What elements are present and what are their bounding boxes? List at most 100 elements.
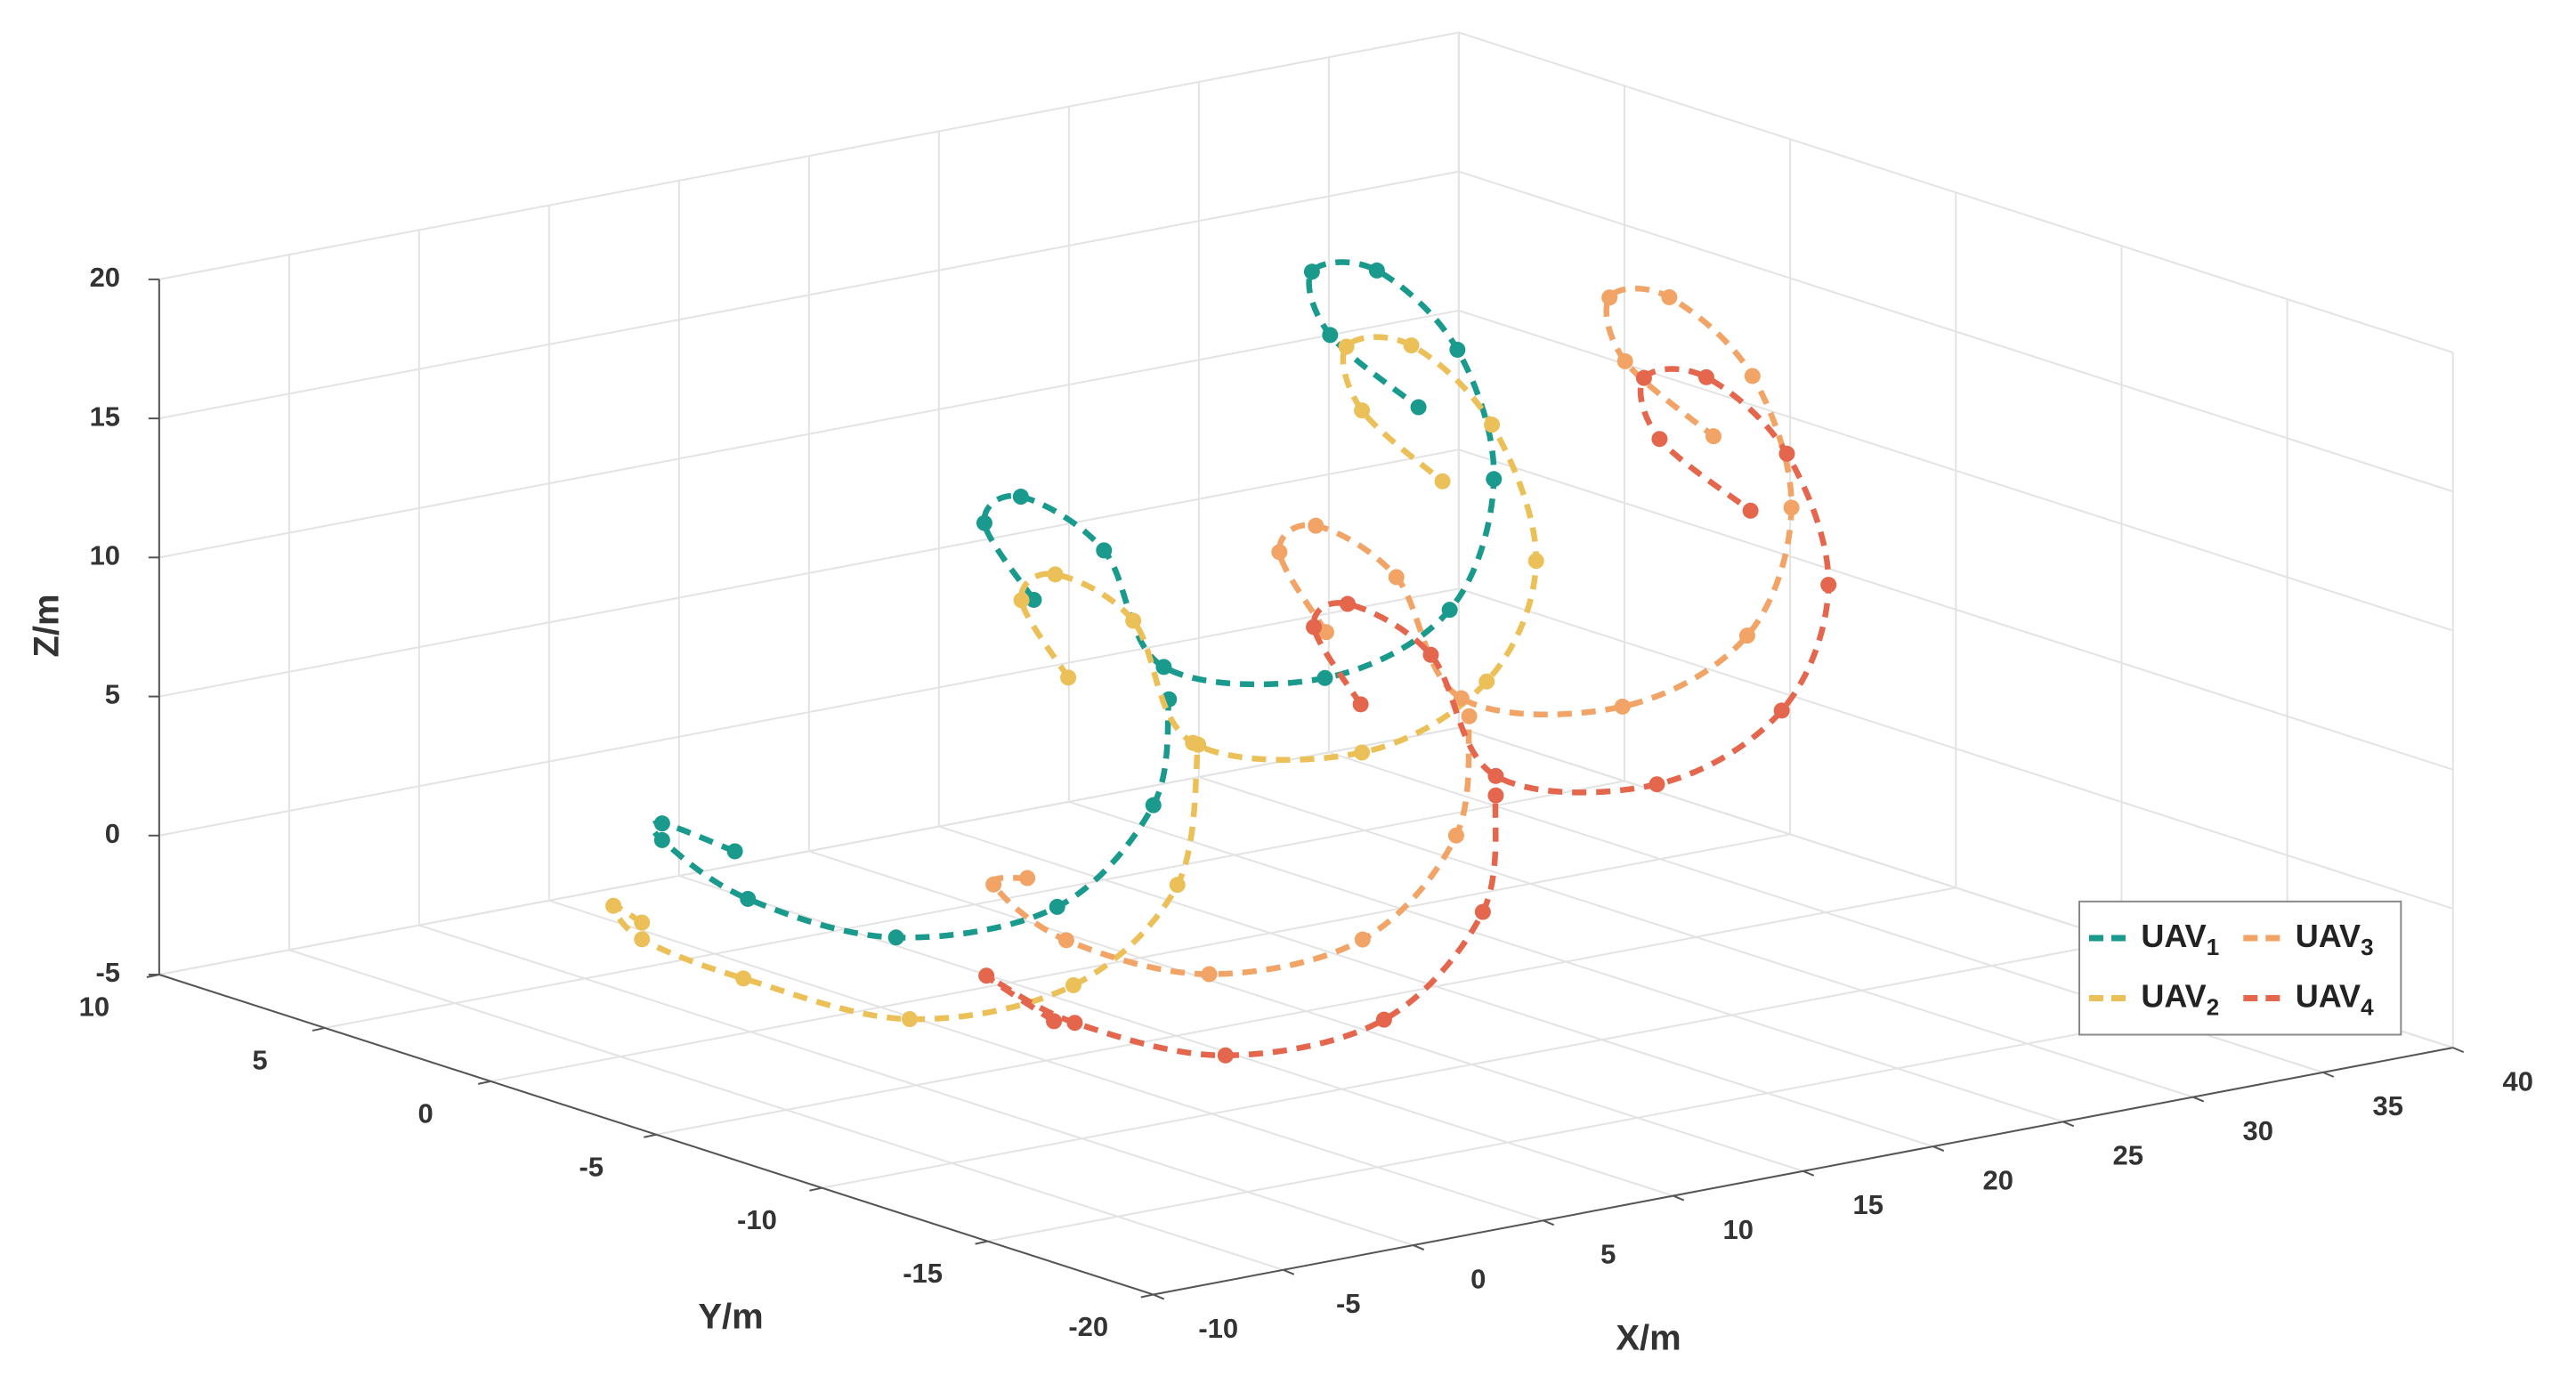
y-tick [975,1240,988,1245]
trajectory-point [726,843,743,860]
trajectory-point [1487,787,1504,804]
trajectory-point [1705,428,1722,445]
trajectory-point [1422,646,1439,663]
trajectory-point [1744,368,1761,384]
trajectory-point [1487,767,1504,784]
trajectory-point [902,1011,918,1028]
z-axis-label: Z/m [28,594,67,657]
trajectory-point [1742,502,1759,519]
trajectory-point [1697,368,1714,385]
trajectory-point [1066,1015,1083,1032]
trajectory-point [1738,627,1755,644]
grid-line [1458,170,2454,493]
grid-line [324,780,1625,1029]
y-tick-label: 0 [418,1097,433,1129]
trajectory-point [978,967,995,984]
trajectory-point [605,897,622,914]
y-tick [1140,1293,1154,1299]
trajectory-point [1447,827,1464,844]
grid-line [158,726,1460,975]
y-tick-label: -15 [903,1258,943,1289]
legend: UAV1 UAV2 UAV3 UAV4 [2078,900,2402,1036]
trajectory-point [1486,471,1503,488]
grid [158,31,2454,1296]
trajectory-point [1012,489,1029,506]
grid-line [1458,31,2454,353]
trajectory-point [1410,399,1427,416]
x-tick-label: 0 [1470,1263,1486,1294]
y-tick [312,1026,326,1032]
trajectory-point [735,970,752,987]
trajectory-point [653,815,670,832]
y-axis [158,974,1154,1296]
x-tick-label: 5 [1600,1239,1616,1270]
trajectories [605,259,1837,1064]
x-tick [1153,1293,1165,1300]
trajectory-point [1778,445,1795,462]
trajectory-point [1340,595,1357,612]
y-tick-label: -10 [737,1204,777,1235]
grid-line [987,993,2288,1242]
trajectory-point [887,929,904,946]
trajectory-point [1013,592,1030,609]
trajectory-point [1648,776,1665,793]
x-tick-label: -5 [1336,1288,1361,1319]
trajectory-point [1453,690,1470,707]
trajectory-point [1474,903,1491,920]
grid-line [158,170,1460,420]
trajectory-point [1354,744,1371,761]
legend-label: UAV3 [2296,917,2374,959]
legend-box [2078,900,2402,1036]
x-tick [1673,1194,1685,1202]
y-tick-label: 5 [252,1044,267,1075]
trajectory-point [1352,696,1369,713]
y-tick [809,1186,822,1192]
trajectory-point [1434,473,1451,490]
trajectory-point [1651,431,1668,448]
trajectory-point [1317,624,1334,641]
trajectory-point [634,914,651,931]
trajectory-point [1096,542,1113,559]
trajectory-point [1025,591,1042,608]
trajectory-line [649,259,1497,941]
grid-line [490,833,1791,1082]
trajectory-point [1060,669,1077,686]
legend-label: UAV1 [2141,917,2219,959]
y-axis-label: Y/m [698,1298,763,1337]
x-tick [1802,1170,1815,1177]
trajectory-point [740,890,757,907]
trajectory-point [1190,736,1207,753]
y-tick [644,1133,657,1138]
z-tick-label: 0 [105,818,120,849]
x-tick [2322,1071,2335,1078]
trajectory-point [1783,499,1800,516]
x-tick-label: 35 [2373,1090,2403,1121]
x-axis-label: X/m [1616,1319,1681,1358]
z-tick-label: 15 [90,401,120,432]
x-tick [2452,1047,2465,1054]
trajectory-point [1820,577,1837,594]
trajectory-point [985,876,1002,893]
legend-label: UAV4 [2296,977,2374,1020]
trajectory-point [1368,262,1385,279]
trajectory-point [1306,619,1323,635]
z-tick-label: -5 [95,957,120,988]
trajectory-point [1354,402,1371,419]
grid-line [158,449,1460,698]
grid-line [1458,587,2454,910]
trajectory-point [1403,337,1420,354]
trajectory-point [634,931,651,948]
trajectory-point [1478,673,1495,690]
grid-line [822,940,2122,1189]
trajectory-point [1616,352,1633,369]
trajectory-point [1614,698,1631,715]
trajectory-point [1303,263,1320,280]
trajectory-point [653,831,670,848]
trajectory-point [1354,931,1371,948]
x-tick [2062,1121,2075,1128]
trajectory-point [1773,702,1790,719]
trajectory-point [1125,612,1142,629]
grid-line [158,587,1460,837]
grid-line [1458,449,2454,771]
trajectory-point [1441,602,1458,619]
